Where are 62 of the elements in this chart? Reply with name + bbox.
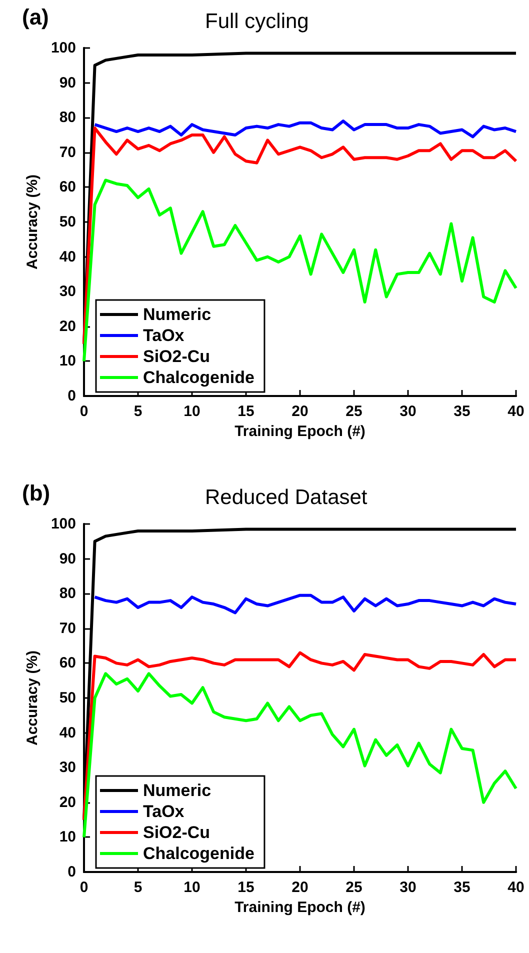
y-tick-label: 0 <box>68 388 76 404</box>
legend-label: Chalcogenide <box>143 844 254 863</box>
x-tick-label: 15 <box>238 879 254 896</box>
text: (b) <box>22 480 50 506</box>
x-tick-label: 35 <box>454 403 470 420</box>
y-tick-label: 30 <box>59 759 76 776</box>
x-axis-title: Training Epoch (#) <box>234 422 366 440</box>
y-tick-label: 10 <box>59 352 76 370</box>
y-tick-label: 100 <box>50 40 76 56</box>
y-tick-label: 30 <box>59 283 76 300</box>
line-series <box>82 178 518 363</box>
x-tick-label: 40 <box>508 879 524 896</box>
y-tick-label: 20 <box>59 318 76 335</box>
x-tick-label: 10 <box>184 879 200 896</box>
chart-title: Full cycling <box>205 10 309 33</box>
y-tick-label: 80 <box>59 585 76 602</box>
y-tick-label: 60 <box>59 654 76 672</box>
legend-label: SiO2-Cu <box>143 823 210 842</box>
line-series <box>93 594 518 614</box>
line-series <box>93 120 518 138</box>
line-series <box>82 126 518 346</box>
x-tick-label: 15 <box>238 403 254 420</box>
x-tick-label: 5 <box>134 879 142 896</box>
text: (a) <box>22 4 49 30</box>
x-tick-label: 30 <box>400 879 416 896</box>
legend-label: Numeric <box>143 781 212 800</box>
x-tick-label: 0 <box>80 879 88 896</box>
x-tick-label: 35 <box>454 879 470 896</box>
y-tick-label: 40 <box>59 724 76 742</box>
y-tick-label: 70 <box>59 620 76 637</box>
legend-label: Chalcogenide <box>143 368 254 387</box>
x-tick-label: 0 <box>80 403 88 420</box>
y-tick-label: 40 <box>59 248 76 266</box>
x-tick-label: 5 <box>134 403 142 420</box>
y-tick-label: 50 <box>59 214 76 230</box>
y-tick-label: 10 <box>59 828 76 846</box>
y-tick-label: 60 <box>59 178 76 196</box>
line-series <box>82 672 518 839</box>
x-axis-title: Training Epoch (#) <box>234 898 366 916</box>
x-tick-label: 25 <box>346 879 362 896</box>
y-tick-label: 100 <box>50 516 76 532</box>
x-tick-label: 20 <box>292 403 308 420</box>
y-tick-label: 90 <box>59 550 76 568</box>
y-tick-label: 0 <box>68 864 76 880</box>
y-tick-label: 70 <box>59 144 76 161</box>
x-tick-label: 10 <box>184 403 200 420</box>
chart-title: Reduced Dataset <box>205 486 368 509</box>
x-tick-label: 40 <box>508 403 524 420</box>
y-axis-title: Accuracy (%) <box>24 174 42 270</box>
legend-label: Numeric <box>143 305 212 324</box>
legend-label: TaOx <box>143 802 185 821</box>
legend-label: SiO2-Cu <box>143 347 210 366</box>
x-tick-label: 30 <box>400 403 416 420</box>
y-tick-label: 80 <box>59 109 76 126</box>
y-tick-label: 20 <box>59 794 76 811</box>
y-axis-title: Accuracy (%) <box>24 650 42 746</box>
x-tick-label: 20 <box>292 879 308 896</box>
y-tick-label: 90 <box>59 74 76 92</box>
legend-label: TaOx <box>143 326 185 345</box>
y-tick-label: 50 <box>59 690 76 706</box>
line-series <box>82 651 518 822</box>
x-tick-label: 25 <box>346 403 362 420</box>
